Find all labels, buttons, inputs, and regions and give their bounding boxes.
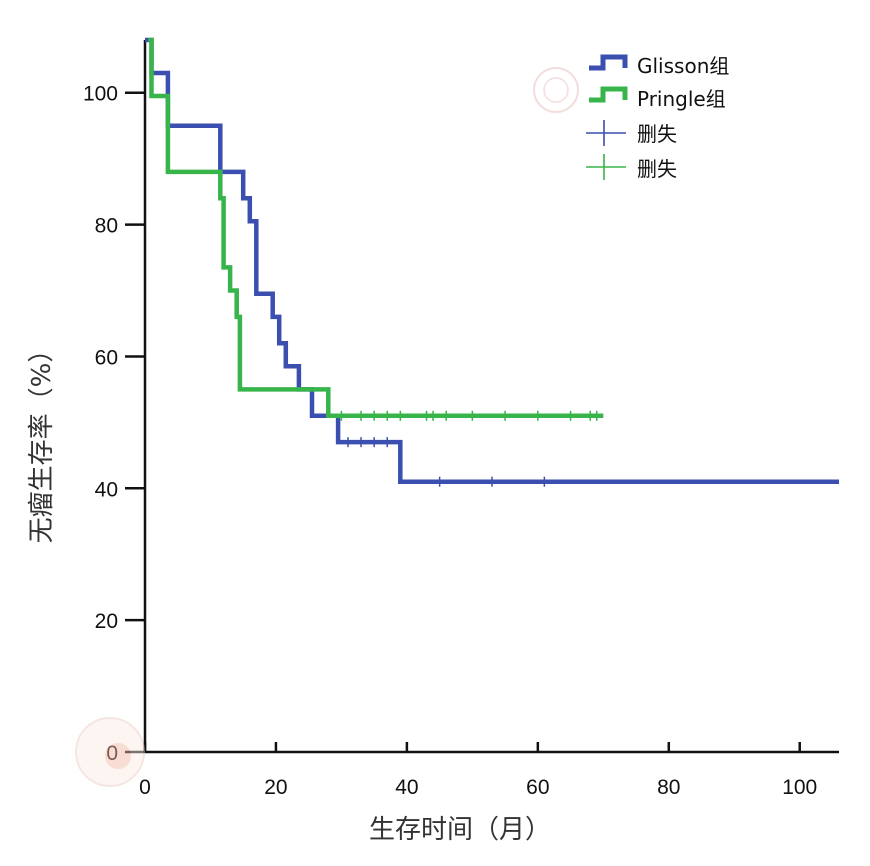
y-tick-label: 80 — [95, 215, 118, 238]
censor-plus-icon — [586, 120, 626, 146]
legend-label-glisson: Glisson组 — [637, 54, 729, 78]
y-axis-title: 无瘤生存率（%） — [27, 337, 57, 544]
y-ticks: 0 20 40 60 80 100 — [83, 83, 145, 765]
legend-item-pringle: Pringle组 — [589, 86, 726, 111]
watermark-stamp-icon — [533, 67, 579, 113]
series-line-0 — [145, 37, 839, 484]
legend-label-pringle: Pringle组 — [637, 87, 726, 111]
x-tick-label: 20 — [264, 776, 287, 799]
legend-item-glisson: Glisson组 — [589, 54, 729, 78]
watermark-stamp-icon — [75, 717, 145, 787]
censor-plus-icon — [586, 154, 626, 180]
y-tick-label: 20 — [95, 610, 118, 633]
legend: Glisson组 Pringle组 删失 删失 — [586, 54, 729, 181]
legend-label-censored-glisson: 删失 — [637, 122, 677, 146]
y-tick-label: 60 — [95, 346, 118, 369]
x-tick-label: 0 — [139, 776, 151, 799]
legend-swatch-glisson — [589, 54, 628, 71]
survival-curves — [145, 37, 839, 484]
x-axis-title: 生存时间（月） — [369, 815, 551, 845]
series-line-1 — [148, 37, 604, 419]
censor-marks — [340, 410, 598, 487]
legend-label-censored-pringle: 删失 — [637, 157, 677, 181]
y-tick-label: 100 — [83, 83, 118, 106]
x-tick-label: 80 — [657, 776, 680, 799]
legend-item-censored-pringle: 删失 — [586, 154, 677, 181]
legend-swatch-pringle — [589, 86, 628, 103]
x-tick-label: 100 — [782, 776, 817, 799]
x-tick-label: 60 — [526, 776, 549, 799]
x-tick-label: 40 — [395, 776, 418, 799]
y-tick-label: 40 — [95, 478, 118, 501]
y-tick-label: 0 — [106, 742, 118, 765]
x-ticks: 0 20 40 60 80 100 — [139, 742, 817, 799]
legend-item-censored-glisson: 删失 — [586, 120, 677, 146]
